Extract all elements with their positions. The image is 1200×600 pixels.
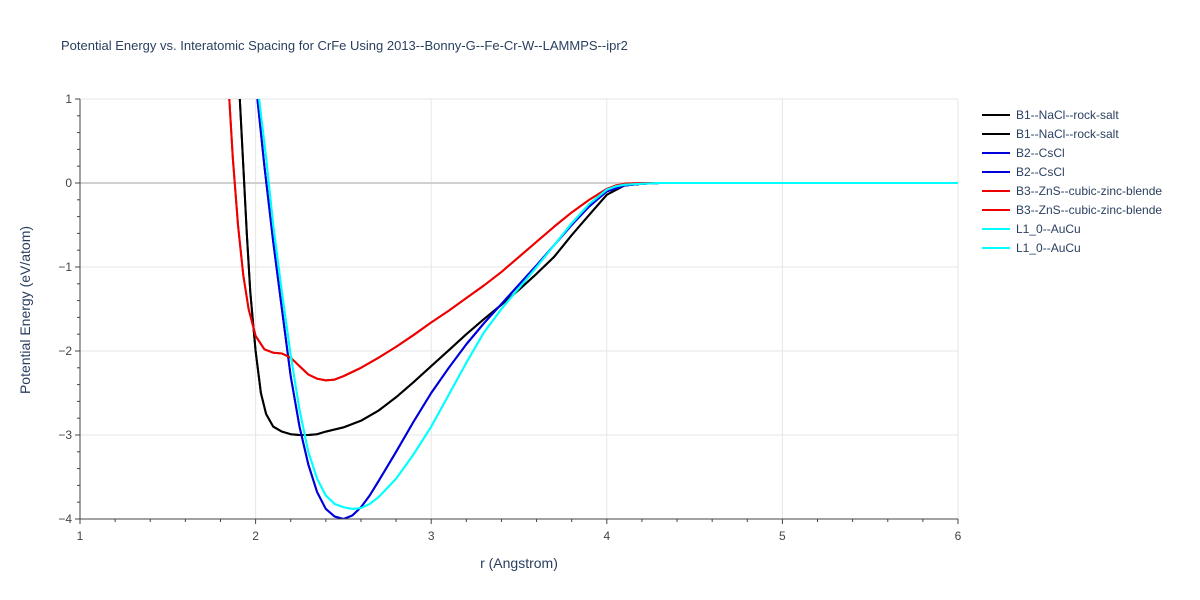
series-line-7	[258, 99, 958, 510]
axes	[75, 98, 959, 524]
y-tick-label: −1	[58, 260, 72, 274]
x-tick-label: 6	[955, 529, 962, 543]
x-tick-labels: 1 2 3 4 5 6	[77, 529, 962, 543]
legend-label-1: B1--NaCl--rock-salt	[1016, 127, 1119, 141]
y-tick-label: −2	[58, 344, 72, 358]
x-tick-label: 5	[779, 529, 786, 543]
x-tick-label: 3	[428, 529, 435, 543]
y-tick-label: 1	[65, 92, 72, 106]
legend-label-6: L1_0--AuCu	[1016, 222, 1081, 236]
legend-label-4: B3--ZnS--cubic-zinc-blende	[1016, 184, 1162, 198]
series-group	[228, 99, 958, 519]
y-axis-label: Potential Energy (eV/atom)	[17, 226, 33, 394]
y-tick-label: 0	[65, 176, 72, 190]
x-tick-label: 4	[603, 529, 610, 543]
legend: B1--NaCl--rock-salt B1--NaCl--rock-salt B2…	[982, 108, 1162, 255]
legend-label-7: L1_0--AuCu	[1016, 241, 1081, 255]
x-tick-label: 2	[252, 529, 259, 543]
x-tick-label: 1	[77, 529, 84, 543]
legend-label-3: B2--CsCl	[1016, 165, 1065, 179]
legend-label-5: B3--ZnS--cubic-zinc-blende	[1016, 203, 1162, 217]
grid-lines	[80, 98, 959, 519]
chart-title: Potential Energy vs. Interatomic Spacing…	[61, 38, 628, 53]
legend-label-0: B1--NaCl--rock-salt	[1016, 108, 1119, 122]
y-tick-label: −3	[58, 428, 72, 442]
legend-label-2: B2--CsCl	[1016, 146, 1065, 160]
y-tick-label: −4	[58, 512, 72, 526]
y-tick-labels: −4 −3 −2 −1 0 1	[58, 92, 72, 526]
x-axis-label: r (Angstrom)	[480, 555, 558, 571]
